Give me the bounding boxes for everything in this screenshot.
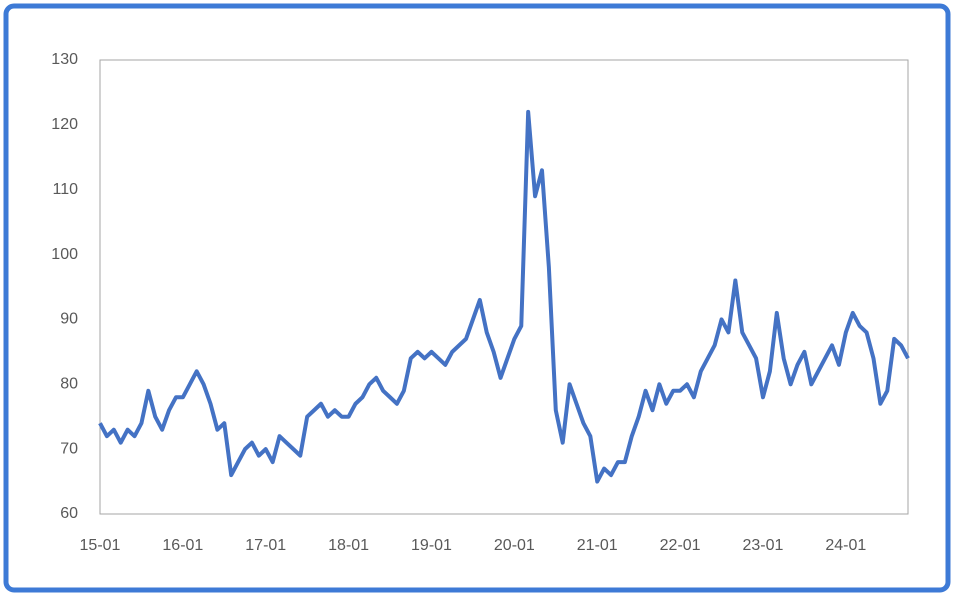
y-tick-label: 80 (60, 376, 78, 393)
x-tick-label: 20-01 (494, 537, 535, 554)
x-tick-label: 19-01 (411, 537, 452, 554)
y-tick-label: 60 (60, 505, 78, 522)
y-tick-label: 100 (51, 246, 78, 263)
y-tick-label: 130 (51, 51, 78, 68)
y-tick-label: 120 (51, 116, 78, 133)
x-tick-label: 16-01 (162, 537, 203, 554)
x-tick-label: 17-01 (245, 537, 286, 554)
data-line (98, 109, 910, 484)
x-tick-label: 18-01 (328, 537, 369, 554)
plot-area (99, 59, 909, 515)
x-tick-label: 23-01 (743, 537, 784, 554)
y-tick-label: 90 (60, 311, 78, 328)
y-tick-label: 110 (52, 181, 78, 198)
x-tick-label: 24-01 (825, 537, 866, 554)
x-tick-label: 22-01 (660, 537, 701, 554)
x-tick-label: 15-01 (80, 537, 121, 554)
y-tick-label: 70 (60, 440, 78, 457)
x-tick-label: 21-01 (577, 537, 618, 554)
frame (3, 3, 951, 593)
